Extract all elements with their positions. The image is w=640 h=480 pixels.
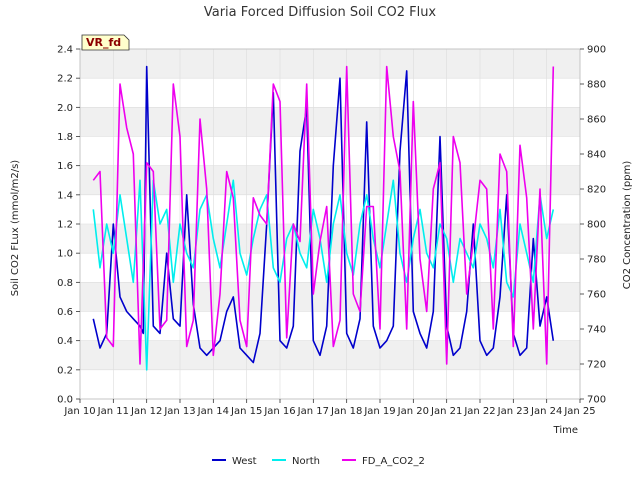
x-tick-label: Jan 17 [297,406,329,417]
y-tick-label: 2.0 [57,103,73,114]
background-band [80,49,580,79]
badge-label: VR_fd [86,36,121,49]
y-tick-label: 0.8 [57,278,73,289]
y-tick-label: 0.0 [57,395,73,406]
background-band [80,194,580,224]
x-tick-label: Jan 20 [397,406,429,417]
legend: West North FD_A_CO2_2 [212,456,425,467]
y-tick-label: 2.2 [57,74,73,85]
y2-tick-label: 720 [587,360,606,371]
x-tick-label: Jan 10 [63,406,95,417]
y2-axis-label: CO2 Concentration (ppm) [622,161,633,290]
y2-tick-label: 900 [587,45,606,56]
y-tick-label: 0.4 [57,336,73,347]
legend-label-fd-a-co2-2: FD_A_CO2_2 [362,456,425,467]
background-band [80,369,580,399]
x-tick-label: Jan 18 [330,406,362,417]
background-band [80,165,580,195]
y-tick-label: 0.6 [57,307,73,318]
badge-box [81,34,130,51]
y-axis-label: Soil CO2 FLux (mmol/m2/s) [10,160,21,297]
y-tick-label: 2.4 [57,45,73,56]
x-tick-label: Jan 16 [263,406,295,417]
y-tick-label: 1.8 [57,132,73,143]
x-tick-label: Jan 25 [563,406,595,417]
y2-tick-label: 840 [587,150,606,161]
y-tick-label: 1.4 [57,190,73,201]
legend-label-north: North [292,456,320,467]
y2-tick-label: 700 [587,395,606,406]
y2-tick-label: 780 [587,255,606,266]
chart-title: Varia Forced Diffusion Soil CO2 Flux [204,5,437,20]
x-tick-label: Jan 19 [363,406,395,417]
y2-tick-label: 800 [587,220,606,231]
x-tick-label: Jan 12 [130,406,162,417]
x-axis-label: Time [553,425,578,436]
y2-tick-label: 740 [587,325,606,336]
background-band [80,107,580,137]
y-axis-ticks: 0.0 0.2 0.4 0.6 0.8 1.0 1.2 1.4 1.6 1.8 2.0 2.2 2.4 [57,45,80,406]
x-tick-label: Jan 14 [197,406,229,417]
x-tick-label: Jan 15 [230,406,262,417]
x-tick-label: Jan 13 [163,406,195,417]
background-band [80,136,580,166]
legend-label-west: West [232,456,257,467]
x-tick-label: Jan 24 [530,406,562,417]
y-tick-label: 0.2 [57,365,73,376]
series-layer [92,65,555,371]
y2-tick-label: 760 [587,290,606,301]
x-tick-label: Jan 23 [497,406,529,417]
series-line-fd-a-co2-2 [92,65,555,365]
y-tick-label: 1.6 [57,161,73,172]
series-line-north [92,179,555,371]
background-band [80,311,580,341]
x-tick-label: Jan 11 [97,406,129,417]
x-tick-label: Jan 22 [463,406,495,417]
badge: VR_fd [81,34,130,51]
y-tick-label: 1.2 [57,220,73,231]
background-band [80,340,580,370]
series-line-west [92,65,555,364]
y-tick-label: 1.0 [57,249,73,260]
x-tick-label: Jan 21 [430,406,462,417]
y2-tick-label: 860 [587,115,606,126]
x-axis-ticks: Jan 10 Jan 11 Jan 12 Jan 13 Jan 14 Jan 15 Jan … [63,399,596,417]
y2-tick-label: 880 [587,80,606,91]
background-band [80,78,580,108]
y2-tick-label: 820 [587,185,606,196]
y2-axis-ticks: 700 720 740 760 780 800 820 840 860 880 900 [580,45,606,406]
